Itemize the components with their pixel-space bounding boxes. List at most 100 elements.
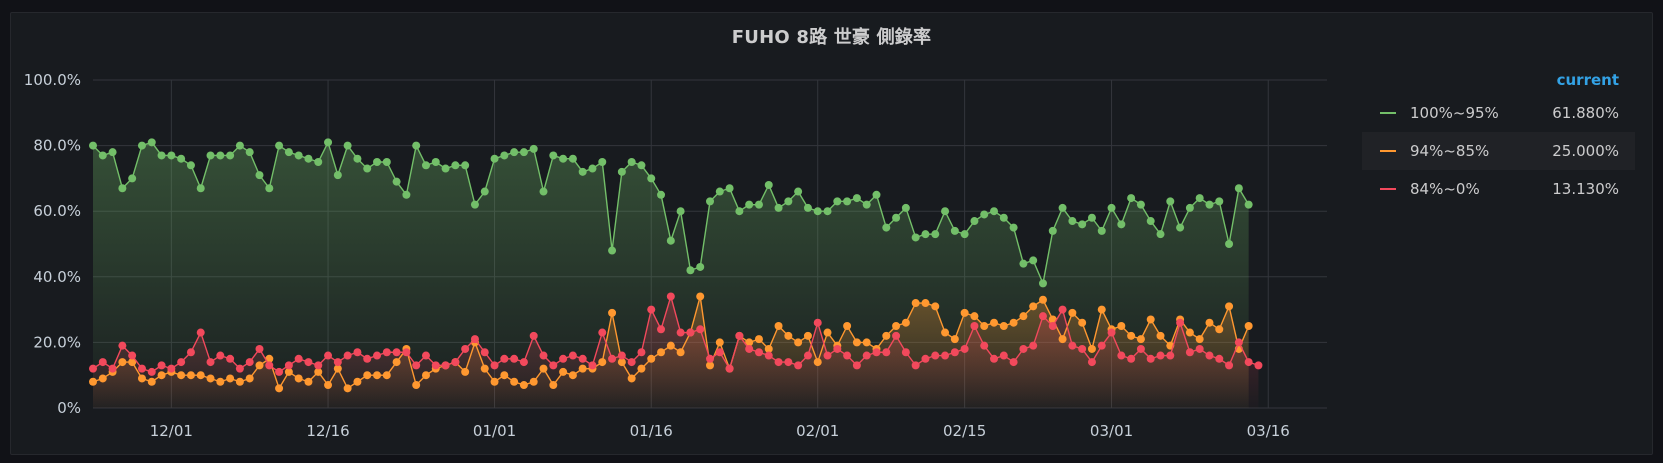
legend-item[interactable]: 94%~85% 25.000% [1362, 132, 1635, 170]
data-point[interactable] [960, 308, 969, 317]
data-point[interactable] [1117, 322, 1126, 330]
data-point[interactable] [128, 351, 137, 360]
legend-item-name[interactable]: 94%~85% [1410, 142, 1490, 160]
data-point[interactable] [89, 377, 97, 386]
data-point[interactable] [706, 361, 714, 370]
data-point[interactable] [1009, 358, 1018, 367]
data-point[interactable] [588, 164, 597, 173]
data-point[interactable] [647, 305, 656, 314]
data-point[interactable] [1078, 344, 1087, 353]
data-point[interactable] [774, 203, 783, 212]
data-point[interactable] [421, 351, 430, 360]
data-point[interactable] [774, 322, 783, 330]
data-point[interactable] [98, 151, 107, 160]
data-point[interactable] [960, 230, 969, 239]
data-point[interactable] [754, 335, 763, 344]
data-point[interactable] [950, 226, 959, 235]
data-point[interactable] [519, 381, 528, 390]
data-point[interactable] [735, 331, 744, 340]
data-point[interactable] [637, 364, 646, 373]
data-point[interactable] [412, 381, 421, 390]
data-point[interactable] [999, 351, 1008, 360]
data-point[interactable] [1254, 361, 1263, 370]
data-point[interactable] [1195, 194, 1204, 203]
data-point[interactable] [470, 335, 479, 344]
data-point[interactable] [147, 138, 156, 147]
data-point[interactable] [1087, 344, 1096, 353]
data-point[interactable] [637, 348, 646, 357]
data-point[interactable] [186, 371, 195, 380]
data-point[interactable] [764, 344, 773, 353]
data-point[interactable] [275, 141, 284, 150]
data-point[interactable] [255, 344, 264, 353]
data-point[interactable] [892, 213, 901, 222]
data-point[interactable] [696, 292, 705, 301]
data-point[interactable] [1029, 256, 1038, 265]
data-point[interactable] [911, 361, 920, 370]
data-point[interactable] [500, 354, 509, 363]
data-point[interactable] [108, 364, 117, 373]
data-point[interactable] [255, 171, 264, 180]
data-point[interactable] [892, 331, 901, 340]
data-point[interactable] [1244, 200, 1253, 209]
data-point[interactable] [1146, 354, 1155, 363]
data-point[interactable] [373, 371, 382, 380]
legend-item-name[interactable]: 100%~95% [1410, 104, 1499, 122]
data-point[interactable] [294, 151, 303, 160]
data-point[interactable] [980, 210, 989, 219]
data-point[interactable] [637, 161, 646, 170]
data-point[interactable] [666, 341, 675, 350]
data-point[interactable] [754, 200, 763, 209]
data-point[interactable] [118, 341, 127, 350]
legend-column-header[interactable]: current [1556, 71, 1619, 89]
data-point[interactable] [128, 358, 137, 367]
data-point[interactable] [284, 367, 293, 376]
data-point[interactable] [617, 167, 626, 176]
data-point[interactable] [598, 158, 607, 166]
data-point[interactable] [480, 187, 489, 196]
data-point[interactable] [216, 151, 225, 160]
data-point[interactable] [813, 318, 822, 327]
data-point[interactable] [627, 358, 636, 367]
data-point[interactable] [265, 361, 274, 370]
data-point[interactable] [666, 292, 675, 301]
data-point[interactable] [529, 331, 538, 340]
data-point[interactable] [226, 354, 235, 363]
data-point[interactable] [431, 158, 440, 166]
data-point[interactable] [1176, 223, 1185, 232]
data-point[interactable] [843, 351, 852, 360]
data-point[interactable] [852, 361, 861, 370]
data-point[interactable] [1078, 220, 1087, 229]
data-point[interactable] [461, 161, 470, 170]
data-point[interactable] [255, 361, 264, 370]
data-point[interactable] [1068, 217, 1077, 226]
data-point[interactable] [147, 377, 156, 386]
data-point[interactable] [901, 318, 910, 327]
data-point[interactable] [98, 358, 107, 367]
data-point[interactable] [1048, 226, 1057, 235]
data-point[interactable] [823, 328, 832, 337]
data-point[interactable] [421, 161, 430, 170]
data-point[interactable] [852, 194, 861, 203]
data-point[interactable] [539, 351, 548, 360]
data-point[interactable] [294, 354, 303, 363]
data-point[interactable] [764, 351, 773, 360]
data-point[interactable] [186, 161, 195, 170]
data-point[interactable] [510, 354, 519, 363]
data-point[interactable] [559, 354, 568, 363]
data-point[interactable] [1156, 331, 1165, 340]
data-point[interactable] [500, 151, 509, 160]
data-point[interactable] [725, 364, 734, 373]
data-point[interactable] [1205, 318, 1214, 327]
data-point[interactable] [216, 377, 225, 386]
data-point[interactable] [353, 154, 362, 163]
data-point[interactable] [333, 364, 342, 373]
data-point[interactable] [999, 322, 1008, 330]
data-point[interactable] [1058, 305, 1067, 314]
data-point[interactable] [539, 364, 548, 373]
data-point[interactable] [373, 158, 382, 166]
data-point[interactable] [568, 351, 577, 360]
data-point[interactable] [578, 167, 587, 176]
data-point[interactable] [892, 322, 901, 330]
data-point[interactable] [1146, 217, 1155, 226]
